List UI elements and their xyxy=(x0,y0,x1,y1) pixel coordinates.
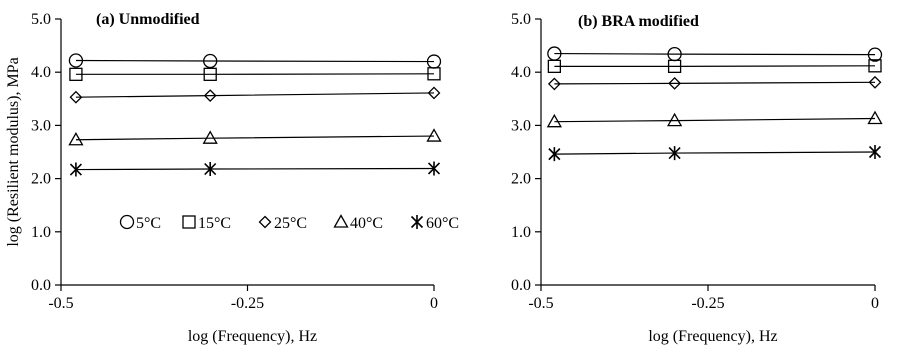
data-point-square xyxy=(69,67,83,81)
series-line xyxy=(75,167,435,171)
x-tick-label: -0.5 xyxy=(528,295,553,312)
data-point-asterisk xyxy=(868,145,882,159)
legend-marker-triangle xyxy=(333,214,349,228)
y-tick-label: 2.0 xyxy=(31,171,51,188)
x-tick-label: 0 xyxy=(430,295,438,312)
legend-item: 40°C xyxy=(333,214,383,232)
data-point-asterisk xyxy=(548,147,561,162)
y-tick-label: 4.0 xyxy=(31,64,51,81)
data-point-circle xyxy=(867,47,883,62)
series-5degC xyxy=(547,46,883,62)
series-line xyxy=(554,65,876,67)
data-point-triangle xyxy=(68,131,84,146)
legend-label: 5°C xyxy=(136,215,161,232)
data-point-triangle xyxy=(202,130,218,144)
x-axis-label: log (Frequency), Hz xyxy=(188,328,317,345)
legend-marker-circle xyxy=(119,214,135,230)
data-point-diamond xyxy=(69,90,83,104)
series-line xyxy=(554,52,876,56)
data-point-diamond xyxy=(868,75,882,89)
series-15degC xyxy=(547,59,882,73)
data-point-square xyxy=(427,67,441,81)
data-point-asterisk xyxy=(668,146,681,161)
data-point-square xyxy=(547,59,562,73)
series-line xyxy=(75,135,435,141)
legend-item: 5°C xyxy=(119,214,161,232)
series-60degC xyxy=(548,145,882,162)
data-point-square xyxy=(203,67,217,81)
data-point-square xyxy=(667,59,682,73)
y-tick-label: 5.0 xyxy=(31,11,51,28)
data-point-diamond xyxy=(547,77,561,91)
legend: 5°C 15°C 25°C 40°C 60°C xyxy=(119,214,459,232)
data-point-triangle xyxy=(867,110,883,125)
y-tick-label: 1.0 xyxy=(31,224,51,241)
legend-item: 60°C xyxy=(410,215,459,232)
series-line xyxy=(554,151,876,155)
data-point-square xyxy=(868,59,882,73)
x-tick-label: -0.25 xyxy=(691,295,724,312)
series-line xyxy=(554,81,876,85)
y-tick-label: 0.0 xyxy=(31,277,51,294)
x-tick-label: -0.5 xyxy=(48,295,73,312)
data-point-diamond xyxy=(427,86,441,100)
data-point-diamond xyxy=(668,76,682,90)
series-40degC xyxy=(546,110,883,128)
legend-label: 60°C xyxy=(426,215,459,232)
series-line xyxy=(75,73,435,75)
legend-marker-diamond xyxy=(258,215,272,229)
y-tick-label: 1.0 xyxy=(511,224,531,241)
series-25degC xyxy=(69,86,441,104)
panel-title: (b) BRA modified xyxy=(578,13,699,30)
panel-title: (a) Unmodified xyxy=(96,11,200,28)
data-point-asterisk xyxy=(427,161,441,176)
y-tick-label: 0.0 xyxy=(511,277,531,294)
y-tick-label: 5.0 xyxy=(511,11,531,28)
legend-marker-square xyxy=(182,215,196,229)
legend-label: 40°C xyxy=(350,215,383,232)
data-point-asterisk xyxy=(204,162,217,177)
chart-panel-b: 0.0 1.0 2.0 3.0 4.0 5.0 -0.5 -0.25 0 (b) BRA modi… xyxy=(511,11,883,345)
series-25degC xyxy=(547,75,882,91)
data-point-triangle xyxy=(426,128,442,142)
series-60degC xyxy=(69,161,441,177)
data-point-circle xyxy=(68,53,84,68)
y-axis-label: log (Resilient modulus), MPa xyxy=(5,57,22,246)
legend-marker-asterisk xyxy=(410,215,424,229)
series-5degC xyxy=(68,53,442,69)
series-40degC xyxy=(68,128,442,146)
y-tick-label: 2.0 xyxy=(511,171,531,188)
data-point-triangle xyxy=(666,112,683,127)
series-line xyxy=(554,117,876,123)
x-axis-label: log (Frequency), Hz xyxy=(648,328,777,345)
chart-panel-a: 0.0 1.0 2.0 3.0 4.0 5.0 -0.5 -0.25 0 (a) Unmodifi… xyxy=(5,11,459,345)
y-tick-label: 4.0 xyxy=(511,64,531,81)
y-tick-label: 3.0 xyxy=(511,117,531,134)
legend-label: 15°C xyxy=(198,215,231,232)
x-tick-label: 0 xyxy=(871,295,879,312)
series-15degC xyxy=(69,67,441,81)
data-point-triangle xyxy=(546,113,562,128)
series-line xyxy=(75,59,435,63)
legend-item: 25°C xyxy=(258,215,307,232)
series-line xyxy=(75,92,435,98)
legend-label: 25°C xyxy=(274,215,307,232)
data-point-diamond xyxy=(203,89,217,103)
x-tick-label: -0.25 xyxy=(231,295,264,312)
data-point-circle xyxy=(203,53,218,69)
legend-item: 15°C xyxy=(182,215,231,232)
y-tick-label: 3.0 xyxy=(31,117,51,134)
data-point-asterisk xyxy=(69,162,82,177)
